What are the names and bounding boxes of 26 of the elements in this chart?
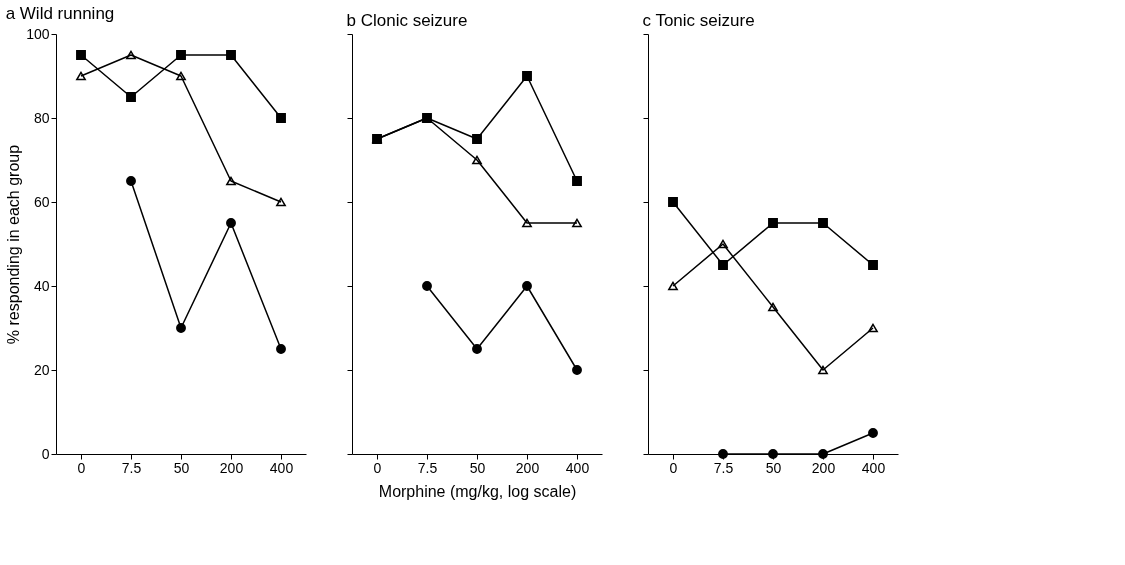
x-tick-label: 200 (515, 459, 540, 476)
x-tick-label: 50 (765, 459, 782, 476)
x-tick-label: 7.5 (713, 459, 734, 476)
y-tick-label: 100 (26, 25, 50, 42)
x-axis-title: Morphine (mg/kg, log scale) (378, 482, 577, 500)
y-tick-label: 0 (41, 445, 50, 462)
x-tick-label: 400 (861, 459, 886, 476)
y-axis-title: % responding in each group (5, 144, 23, 345)
x-tick-label: 7.5 (417, 459, 438, 476)
chart-title: a Wild running (5, 4, 115, 23)
x-tick-label: 0 (373, 459, 382, 476)
chart-title: b Clonic seizure (346, 10, 468, 30)
x-tick-label: 50 (173, 459, 190, 476)
x-tick-label: 400 (565, 459, 590, 476)
y-tick-label: 40 (33, 277, 50, 294)
x-tick-label: 0 (669, 459, 678, 476)
x-tick-label: 7.5 (121, 459, 142, 476)
x-tick-label: 200 (219, 459, 244, 476)
chart-title: c Tonic seizure (642, 10, 755, 30)
x-tick-label: 50 (469, 459, 486, 476)
x-tick-label: 0 (77, 459, 86, 476)
y-tick-label: 80 (33, 109, 50, 126)
x-tick-label: 200 (811, 459, 836, 476)
y-tick-label: 60 (33, 193, 50, 210)
x-tick-label: 400 (269, 459, 294, 476)
y-tick-label: 20 (33, 361, 50, 378)
